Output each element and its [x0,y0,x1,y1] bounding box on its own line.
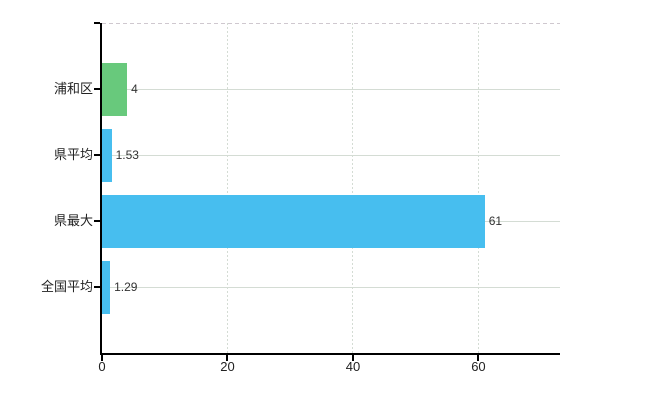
x-axis-tick-label: 0 [98,359,106,374]
horizontal-gridline [102,286,560,288]
vertical-gridline [226,23,228,353]
bar-value-label: 1.29 [114,280,138,294]
x-axis-tick [101,355,103,361]
y-axis-tick [94,220,100,222]
plot-area [102,23,560,353]
y-axis-label: 県平均 [53,147,93,162]
y-axis-label: 県最大 [53,213,93,228]
bar [102,260,111,314]
x-axis-line [100,353,560,355]
vertical-gridline [477,23,479,353]
y-axis-label: 浦和区 [53,81,93,96]
x-axis-tick-label: 60 [471,359,486,374]
y-axis-tick [94,286,100,288]
x-axis-tick [226,355,229,361]
bar-value-label: 1.53 [115,148,139,162]
y-axis-label: 全国平均 [40,279,93,294]
vertical-gridline [352,23,354,353]
horizontal-gridline [102,88,560,90]
x-axis-tick-label: 20 [220,359,235,374]
y-axis-tick [94,88,100,90]
y-axis-line [100,23,102,353]
bar [102,194,485,248]
bar-value-label: 61 [488,214,503,228]
bar [102,62,128,116]
plot-top-border [102,23,560,24]
x-axis-tick-label: 40 [345,359,361,374]
bar [102,128,112,182]
bar-value-label: 4 [131,82,138,96]
x-axis-tick [477,355,480,361]
x-axis-tick [351,355,354,361]
y-axis-tick [94,154,100,156]
horizontal-gridline [102,154,560,156]
y-axis-top-tick [94,22,100,24]
